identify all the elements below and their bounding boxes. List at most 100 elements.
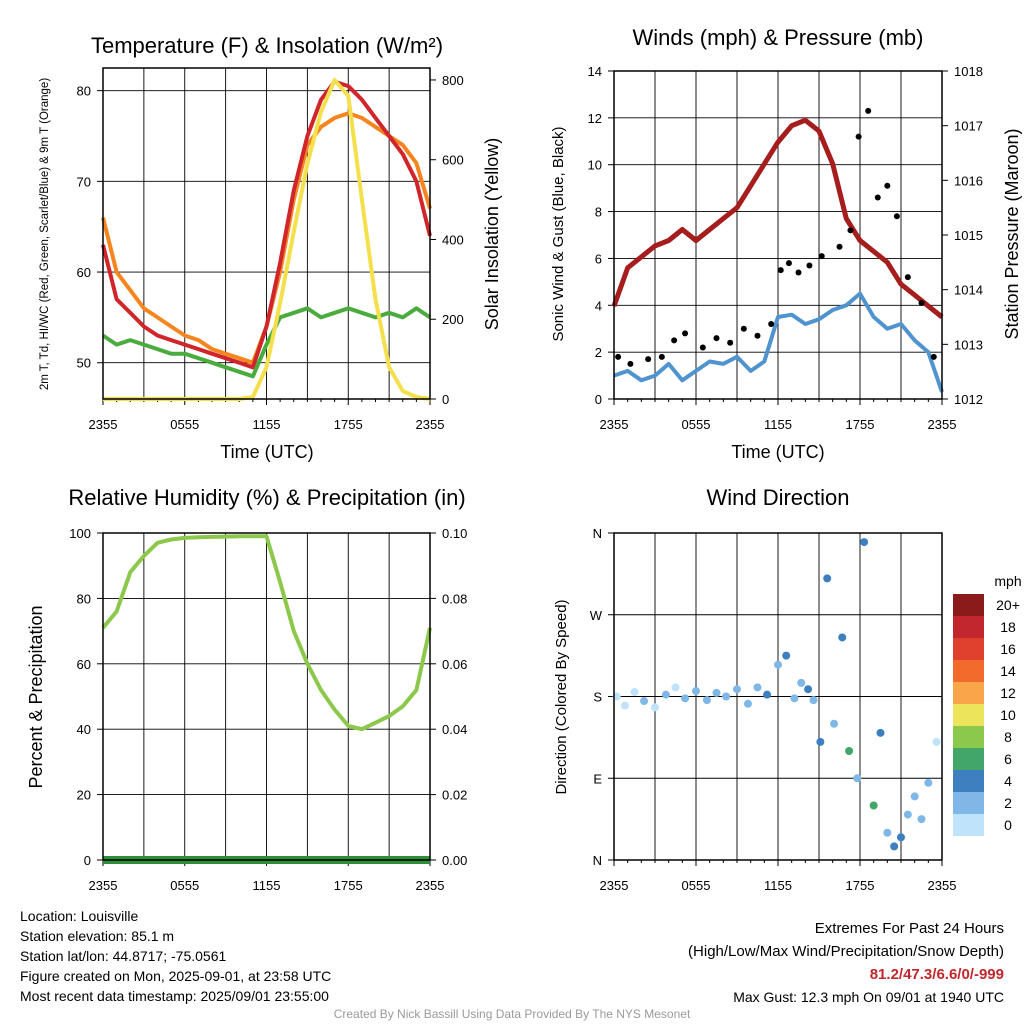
direction-point <box>763 690 772 699</box>
gust-point <box>855 133 862 140</box>
plot-frame <box>613 532 943 861</box>
y-axis-label: Sonic Wind & Gust (Blue, Black) <box>550 126 567 341</box>
legend-swatch <box>953 726 984 748</box>
x-tick-label: 2355 <box>928 417 957 432</box>
gust-point <box>682 330 689 337</box>
y-tick-label: 100 <box>69 526 91 541</box>
x-tick-label: 1155 <box>253 417 281 432</box>
direction-point <box>797 678 806 687</box>
x-tick-label: 1155 <box>764 878 792 893</box>
legend-label: 2 <box>1004 795 1012 811</box>
y-right-tick-label: 0.08 <box>442 591 467 606</box>
legend-swatch <box>953 660 984 682</box>
y-right-tick-label: 1014 <box>954 283 983 298</box>
created-text: Figure created on Mon, 2025-09-01, at 23… <box>20 968 332 984</box>
y-tick-label: 40 <box>77 722 91 737</box>
y-tick-label: 70 <box>77 174 91 189</box>
y-tick-label: 50 <box>77 356 91 371</box>
direction-point <box>692 687 700 696</box>
y-tick-label: 60 <box>77 657 91 672</box>
legend-label: 6 <box>1004 751 1012 767</box>
gust-point <box>795 269 802 276</box>
y-tick-label: 0 <box>595 392 602 407</box>
y-right-tick-label: 200 <box>442 312 464 327</box>
plot-frame <box>102 532 431 861</box>
y-axis-label: Direction (Colored By Speed) <box>553 599 570 794</box>
direction-point <box>671 683 680 692</box>
x-tick-label: 0555 <box>170 417 199 432</box>
x-tick-label: 2355 <box>89 878 118 893</box>
y-tick-label: 14 <box>588 64 602 79</box>
direction-point <box>661 690 670 699</box>
direction-point <box>897 833 905 842</box>
gust-point <box>884 182 891 189</box>
gust-point <box>785 260 792 267</box>
y-tick-label: 20 <box>77 788 91 803</box>
x-tick-label: 2355 <box>416 878 445 893</box>
direction-point <box>743 699 752 708</box>
gust-point <box>615 353 622 360</box>
y-axis-label: Percent & Precipitation <box>26 605 46 788</box>
series-line <box>613 291 944 393</box>
direction-point <box>702 696 711 705</box>
gust-point <box>627 360 634 367</box>
gust-point <box>918 299 925 306</box>
direction-point <box>917 815 926 824</box>
direction-point <box>845 747 854 755</box>
direction-point <box>924 778 933 787</box>
legend-swatch <box>953 748 984 770</box>
direction-point <box>681 694 690 703</box>
gust-point <box>904 274 911 281</box>
y-right-tick-label: 0.10 <box>442 526 467 541</box>
credit-text: Created By Nick Bassill Using Data Provi… <box>333 1007 691 1021</box>
y-right-tick-label: 1015 <box>954 228 983 243</box>
legend-label: 10 <box>1000 707 1016 723</box>
gust-point <box>865 107 872 114</box>
direction-point <box>790 694 799 703</box>
gust-point <box>768 321 775 328</box>
legend-title: mph <box>994 573 1021 589</box>
latlon-text: Station lat/lon: 44.8717; -75.0561 <box>20 948 227 964</box>
location-text: Location: Louisville <box>20 908 139 924</box>
gust-point <box>671 337 678 344</box>
x-tick-label: 1755 <box>334 878 363 893</box>
direction-point <box>890 842 899 851</box>
y-right-tick-label: 0.00 <box>442 853 467 868</box>
gust-point <box>658 353 665 360</box>
chart-title: Winds (mph) & Pressure (mb) <box>633 25 924 50</box>
legend-label: 16 <box>1000 641 1016 657</box>
gust-point <box>777 267 784 274</box>
direction-point <box>712 688 721 697</box>
gust-point <box>754 332 761 339</box>
x-tick-label: 0555 <box>682 878 711 893</box>
y-tick-label: 10 <box>588 158 602 173</box>
y-right-tick-label: 1017 <box>954 119 983 134</box>
x-tick-label: 1155 <box>253 878 281 893</box>
legend-swatch <box>953 594 984 616</box>
direction-point <box>620 701 629 710</box>
y-right-tick-label: 1018 <box>954 64 983 79</box>
y-right-tick-label: 1013 <box>954 337 983 352</box>
x-tick-label: 2355 <box>928 878 957 893</box>
y-tick-label: 6 <box>595 251 602 266</box>
direction-point <box>860 538 869 547</box>
legend-label: 20+ <box>996 597 1020 613</box>
series-line <box>101 79 432 370</box>
series-line <box>611 117 944 319</box>
gust-point <box>893 213 900 220</box>
y-right-tick-label: 1012 <box>954 392 983 407</box>
direction-point <box>876 728 885 737</box>
y-right-tick-label: 400 <box>442 232 464 247</box>
x-tick-label: 2355 <box>600 417 629 432</box>
direction-point <box>903 810 912 819</box>
legend-swatch <box>953 638 984 660</box>
y-right-tick-label: 0.06 <box>442 657 467 672</box>
x-tick-label: 2355 <box>416 417 445 432</box>
x-tick-label: 1755 <box>846 878 875 893</box>
y-tick-label: 2 <box>595 345 602 360</box>
y-tick-label: N <box>593 853 602 868</box>
direction-point <box>630 687 639 696</box>
y-tick-label: E <box>593 771 602 786</box>
gust-point <box>713 335 720 342</box>
extremes-values: 81.2/47.3/6.6/0/-999 <box>869 966 1004 983</box>
